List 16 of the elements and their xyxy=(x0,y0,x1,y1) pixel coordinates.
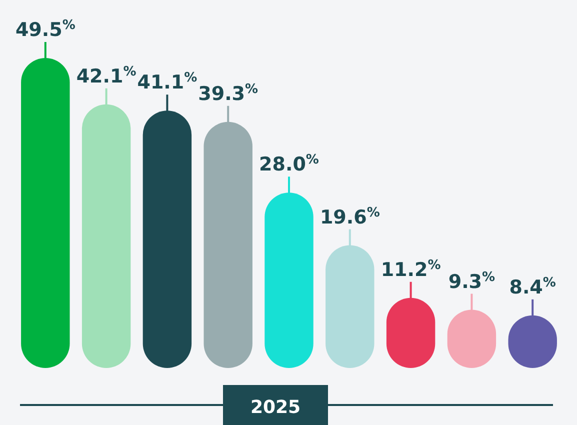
data-label: 19.6$^{%}$ xyxy=(320,204,380,228)
data-label: 28.0$^{%}$ xyxy=(259,152,319,176)
data-label: 49.5$^{%}$ xyxy=(15,18,76,41)
data-label: 8.4$^{%}$ xyxy=(509,274,556,298)
x-axis-title: 2025 xyxy=(250,397,301,418)
bar xyxy=(264,192,314,368)
data-label: 42.1$^{%}$ xyxy=(76,64,136,88)
data-label: 9.3$^{%}$ xyxy=(448,269,496,293)
bar xyxy=(142,110,192,368)
data-label: 41.1$^{%}$ xyxy=(137,70,198,94)
data-label: 11.2$^{%}$ xyxy=(380,257,441,281)
bar xyxy=(204,122,252,368)
bar xyxy=(326,245,374,368)
bar xyxy=(82,104,131,368)
bar xyxy=(21,58,70,368)
data-label: 39.3$^{%}$ xyxy=(198,81,258,105)
